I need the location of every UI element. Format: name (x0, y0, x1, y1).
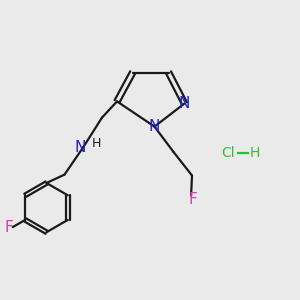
Text: H: H (249, 146, 260, 160)
Text: F: F (188, 192, 197, 207)
Text: H: H (92, 137, 102, 150)
Text: N: N (75, 140, 86, 154)
Text: F: F (5, 220, 14, 235)
Text: Cl: Cl (221, 146, 235, 160)
Text: N: N (149, 119, 160, 134)
Text: N: N (179, 96, 190, 111)
